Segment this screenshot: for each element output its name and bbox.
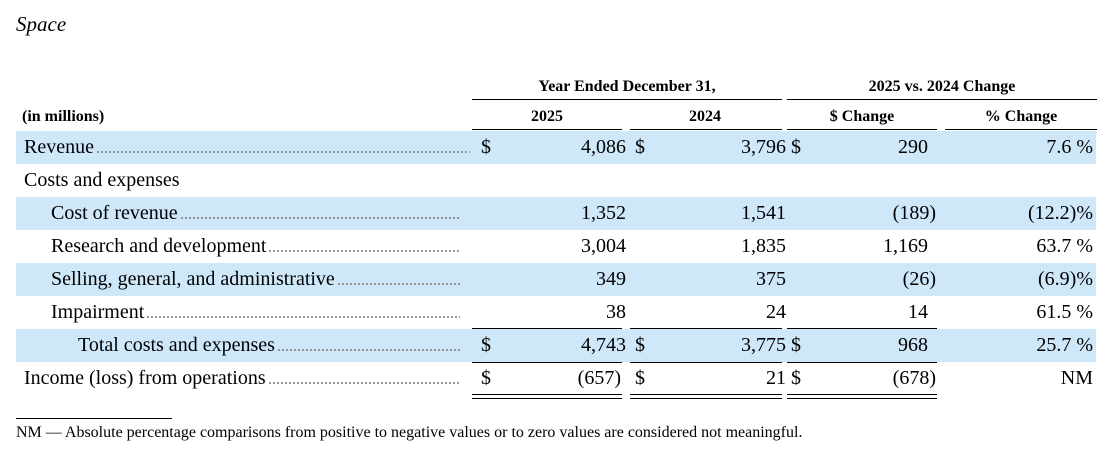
row-label: Cost of revenue [51,202,178,224]
header-col-pct-change: % Change [984,108,1058,125]
pct-change: NM [1060,367,1093,389]
header-group-change: 2025 vs. 2024 Change [868,78,1016,95]
currency-symbol: $ [481,367,491,389]
value-2025: 3,004 [581,235,626,257]
header-col-dollar-change: $ Change [829,108,895,125]
header-col-2025: 2025 [531,108,563,125]
table-row-cost-of-revenue: Cost of revenue 1,352 1,541 (189) (12.2)… [16,197,1096,230]
dollar-change: (26) [902,268,936,290]
pct-change: (6.9)% [1038,268,1093,290]
value-2024: 3,796 [741,136,786,158]
table-row-costs-header: Costs and expenses [16,164,1096,197]
dot-leader [268,245,460,256]
pct-change: 63.7 % [1036,235,1093,257]
header-group-year-rule [472,99,782,100]
subtotal-rule-change [787,328,937,329]
row-label: Income (loss) from operations [24,367,266,389]
header-col-dollar-change-rule [787,129,937,130]
pct-change: 7.6 % [1046,136,1093,158]
header-units: (in millions) [22,108,105,125]
currency-symbol: $ [791,367,801,389]
currency-symbol: $ [791,334,801,356]
value-2024: 1,541 [741,202,786,224]
row-label: Selling, general, and administrative [51,268,335,290]
row-label: Revenue [24,136,94,158]
currency-symbol: $ [635,334,645,356]
row-label: Costs and expenses [24,169,180,191]
table-row-income-from-operations: Income (loss) from operations $ (657) $ … [16,362,1096,395]
header-group-year: Year Ended December 31, [538,78,716,95]
dot-leader [336,278,460,289]
value-2024: 1,835 [741,235,786,257]
currency-symbol: $ [635,367,645,389]
currency-symbol: $ [481,136,491,158]
header-col-2025-rule [472,129,622,130]
table-row-selling-general-administrative: Selling, general, and administrative 349… [16,263,1096,296]
header-col-2024-rule [630,129,782,130]
row-label: Research and development [51,235,267,257]
value-2025: 4,086 [581,136,626,158]
total-rule-2025 [472,362,622,363]
double-rule-2024 [630,394,782,399]
subtotal-rule-2025 [472,328,622,329]
dot-leader [276,344,460,355]
currency-symbol: $ [791,136,801,158]
currency-symbol: $ [635,136,645,158]
header-col-2024: 2024 [689,108,721,125]
dot-leader [267,377,460,388]
dot-leader [95,146,470,157]
footnote-rule [16,418,172,419]
table-row-revenue: Revenue $ 4,086 $ 3,796 $ 290 7.6 % [16,131,1096,164]
value-2025: 38 [606,301,626,323]
currency-symbol: $ [481,334,491,356]
value-2025: 4,743 [581,334,626,356]
value-2024: 3,775 [741,334,786,356]
footnote: NM — Absolute percentage comparisons fro… [16,424,803,441]
value-2024: 375 [756,268,786,290]
dot-leader [146,311,460,322]
dollar-change: 1,169 [883,235,928,257]
subtotal-rule-2024 [630,328,782,329]
header-col-pct-change-rule [945,129,1097,130]
dollar-change: (678) [892,367,936,389]
value-2025: 1,352 [581,202,626,224]
pct-change: 61.5 % [1036,301,1093,323]
value-2025: (657) [577,367,621,389]
dot-leader [179,212,460,223]
section-title: Space [16,12,67,36]
table-row-research-and-development: Research and development 3,004 1,835 1,1… [16,230,1096,263]
pct-change: 25.7 % [1036,334,1093,356]
total-rule-2024 [630,362,782,363]
dollar-change: (189) [892,202,936,224]
dollar-change: 290 [898,136,928,158]
value-2024: 21 [766,367,786,389]
table-row-total-costs: Total costs and expenses $ 4,743 $ 3,775… [16,329,1096,362]
header-group-change-rule [787,99,1097,100]
dollar-change: 14 [908,301,928,323]
total-rule-change [787,362,937,363]
value-2025: 349 [596,268,626,290]
double-rule-change [787,394,937,399]
row-label: Impairment [51,301,145,323]
table-row-impairment: Impairment 38 24 14 61.5 % [16,296,1096,329]
double-rule-2025 [472,394,622,399]
value-2024: 24 [766,301,786,323]
pct-change: (12.2)% [1028,202,1093,224]
row-label: Total costs and expenses [78,334,275,356]
dollar-change: 968 [898,334,928,356]
